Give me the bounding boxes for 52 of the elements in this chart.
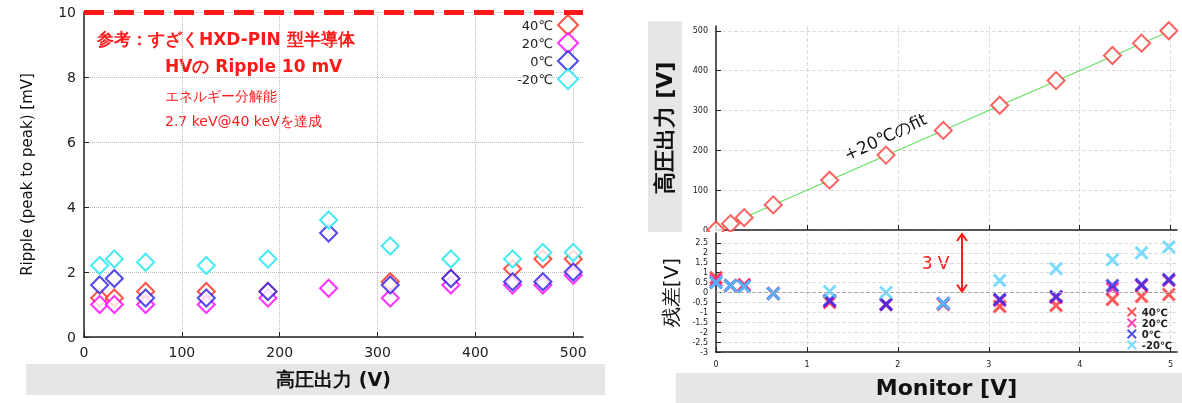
legend-label: 20℃ — [1141, 317, 1168, 329]
legend-label: 40℃ — [1141, 306, 1168, 318]
y-tick-label: -1 — [700, 307, 708, 317]
y-tick-label: 500 — [692, 26, 708, 36]
x-tick-label: 100 — [168, 344, 196, 360]
y-tick-label: 2 — [67, 264, 76, 280]
x-tick-label: 3 — [986, 359, 992, 369]
y-axis-title: Ripple (peak to peak) [mV] — [17, 73, 36, 276]
legend-label: -20℃ — [1141, 339, 1173, 351]
legend-label: 40℃ — [521, 17, 553, 33]
y-tick-label: -3 — [700, 347, 708, 357]
y-tick-label: 100 — [692, 185, 708, 195]
x-tick-label: 400 — [462, 344, 489, 360]
x-axis-title: 高圧出力 (V) — [276, 368, 391, 391]
x-axis-title: Monitor [V] — [875, 375, 1018, 401]
y-tick-label: -1.5 — [692, 317, 708, 327]
y-tick-label: 1.5 — [695, 258, 708, 268]
y-tick-label: 6 — [67, 134, 77, 150]
x-tick-label: 1 — [804, 359, 810, 369]
legend-label: 20℃ — [521, 35, 553, 51]
y-tick-label: 0 — [702, 225, 708, 235]
y-axis-title: 高圧出力 [V] — [652, 61, 678, 195]
annotation: HVの Ripple 10 mV — [165, 55, 344, 76]
y-tick-label: 0 — [702, 288, 708, 297]
y-tick-label: 400 — [692, 66, 708, 76]
y-tick-label: 0 — [67, 329, 76, 345]
y-tick-label: -2.5 — [692, 337, 708, 347]
x-tick-label: 2 — [895, 359, 901, 369]
y-axis-title: 残差[V] — [659, 257, 684, 328]
y-tick-label: 200 — [692, 145, 708, 155]
y-tick-label: 300 — [692, 105, 708, 115]
y-tick-label: 2 — [702, 248, 708, 258]
x-tick-label: 0 — [79, 344, 89, 360]
y-tick-label: 2.5 — [695, 238, 708, 248]
x-tick-label: 5 — [1168, 359, 1174, 369]
annotation: 参考：すざくHXD-PIN 型半導体 — [96, 28, 356, 49]
legend-label: -20℃ — [517, 71, 553, 87]
annotation: エネルギー分解能 — [165, 88, 277, 104]
y-tick-label: -0.5 — [692, 297, 708, 307]
legend-label: 0℃ — [1141, 328, 1161, 340]
x-tick-label: 300 — [364, 344, 391, 360]
y-tick-label: 4 — [67, 199, 77, 215]
y-tick-label: 10 — [58, 4, 76, 20]
y-tick-label: 1 — [702, 268, 708, 278]
legend-label: 0℃ — [530, 53, 553, 69]
x-tick-label: 200 — [266, 344, 294, 360]
y-tick-label: 8 — [67, 69, 76, 85]
y-tick-label: 0.5 — [695, 278, 708, 288]
x-tick-label: 4 — [1077, 359, 1083, 369]
y-tick-label: -2 — [700, 327, 708, 337]
x-tick-label: 0 — [713, 359, 719, 369]
x-tick-label: 500 — [559, 344, 587, 360]
